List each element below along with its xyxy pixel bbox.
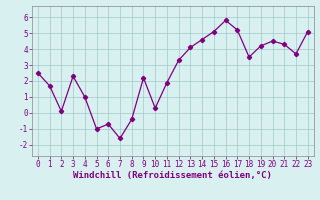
X-axis label: Windchill (Refroidissement éolien,°C): Windchill (Refroidissement éolien,°C): [73, 171, 272, 180]
